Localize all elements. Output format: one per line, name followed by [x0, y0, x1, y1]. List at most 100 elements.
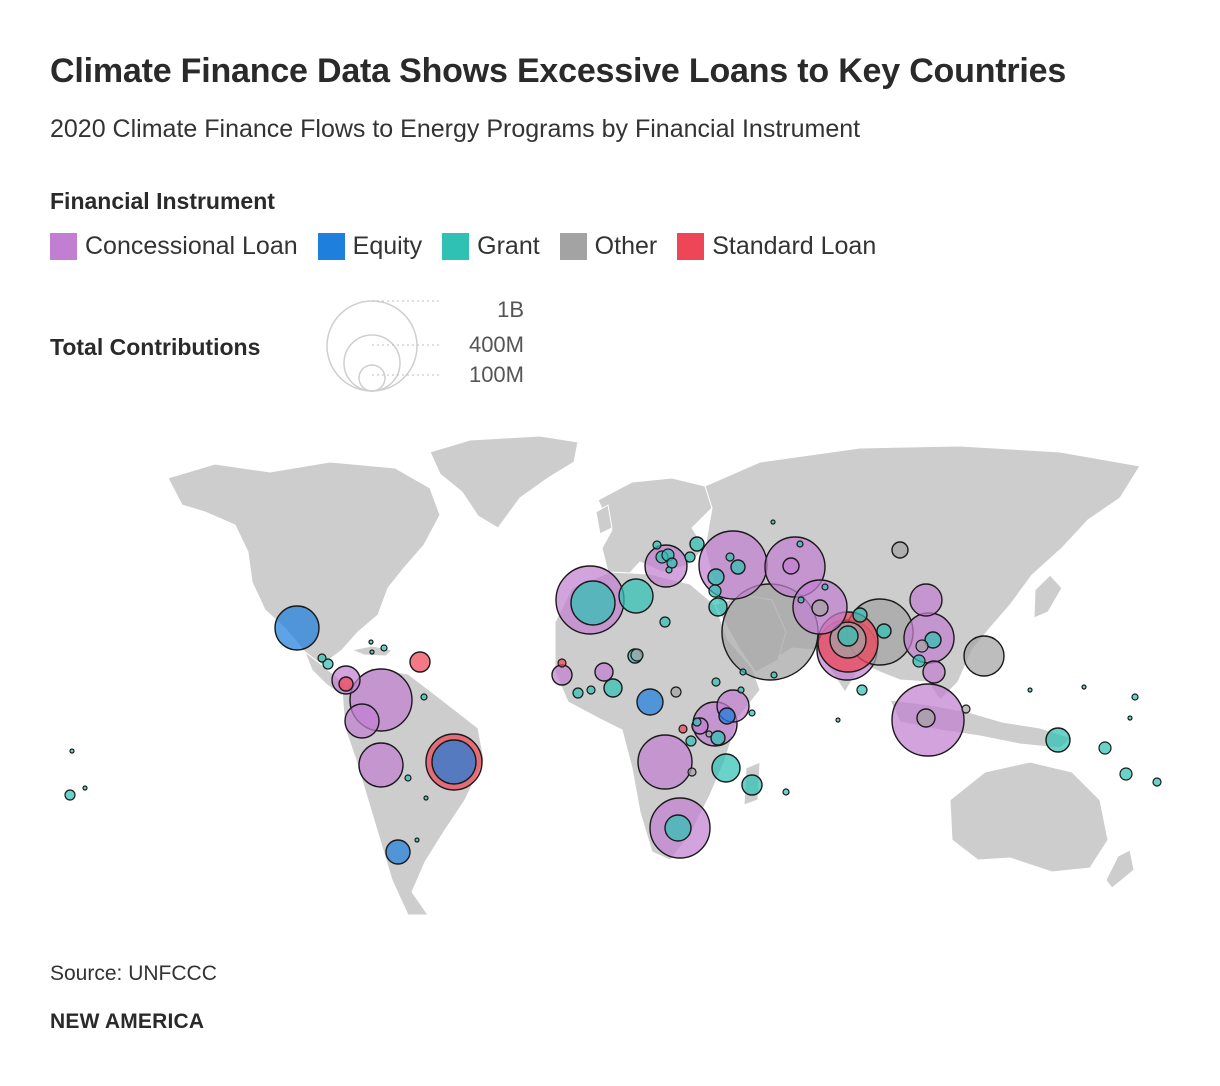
country-bubble	[603, 678, 623, 698]
country-bubble	[1081, 684, 1087, 690]
country-bubble	[551, 664, 573, 686]
country-bubble	[730, 559, 746, 575]
country-bubble	[922, 660, 946, 684]
bubble-layer	[64, 519, 1162, 865]
japan-shape	[1033, 574, 1063, 619]
country-bubble	[963, 635, 1005, 677]
country-bubble	[916, 708, 936, 728]
country-bubble	[618, 578, 654, 614]
country-bubble	[420, 693, 428, 701]
country-bubble	[685, 735, 697, 747]
country-bubble	[1027, 687, 1033, 693]
country-bubble	[876, 623, 892, 639]
country-bubble	[711, 753, 741, 783]
australia-shape	[949, 761, 1109, 873]
country-bubble	[1152, 777, 1162, 787]
country-bubble	[368, 639, 374, 645]
standard-loan-swatch	[677, 233, 705, 260]
country-bubble	[678, 724, 688, 734]
country-bubble	[725, 552, 735, 562]
country-bubble	[718, 707, 736, 725]
country-bubble	[64, 789, 76, 801]
legend-item-concessional-loan: Concessional Loan	[50, 232, 298, 261]
country-bubble	[369, 649, 375, 655]
equity-swatch	[317, 233, 345, 260]
size-circle-400m	[343, 334, 401, 392]
country-bubble	[1119, 767, 1133, 781]
country-bubble	[684, 551, 696, 563]
country-bubble	[670, 686, 682, 698]
country-bubble	[705, 730, 713, 738]
country-bubble	[570, 580, 616, 626]
country-bubble	[710, 730, 726, 746]
country-bubble	[664, 814, 692, 842]
country-bubble	[708, 597, 728, 617]
country-bubble	[652, 540, 662, 550]
legend-item-grant: Grant	[442, 232, 540, 261]
country-bubble	[423, 795, 429, 801]
country-bubble	[414, 837, 420, 843]
size-legend: 1B 400M 100M	[326, 297, 524, 392]
legend-title: Financial Instrument	[50, 188, 275, 214]
legend-item-equity: Equity	[317, 232, 423, 261]
legend-item-standard-loan: Standard Loan	[677, 232, 876, 261]
country-bubble	[811, 599, 829, 617]
country-bubble	[557, 658, 567, 668]
size-label-1b: 1B	[497, 297, 524, 322]
size-circle-100m	[358, 364, 386, 392]
country-bubble	[912, 654, 926, 668]
country-bubble	[915, 639, 929, 653]
legend-label: Grant	[477, 232, 540, 260]
country-bubble	[572, 687, 584, 699]
country-bubble	[344, 703, 380, 739]
country-bubble	[317, 653, 327, 663]
country-bubble	[630, 648, 644, 662]
country-bubble	[665, 566, 673, 574]
greenland-shape	[429, 435, 579, 529]
legend-label: Other	[594, 232, 658, 260]
country-bubble	[1127, 715, 1133, 721]
uk-shape	[595, 504, 613, 535]
country-bubble	[1131, 693, 1139, 701]
concessional-loan-swatch	[50, 233, 77, 260]
country-bubble	[748, 709, 756, 717]
color-legend: Concessional Loan Equity Grant Other Sta…	[50, 232, 876, 261]
country-bubble	[409, 651, 431, 673]
country-bubble	[770, 671, 778, 679]
new-zealand-shape	[1105, 849, 1135, 889]
country-bubble	[852, 607, 868, 623]
size-label-100m: 100M	[469, 362, 524, 387]
country-bubble	[797, 596, 805, 604]
country-bubble	[431, 739, 477, 785]
legend-label: Concessional Loan	[85, 232, 298, 260]
legend-label: Equity	[352, 232, 423, 260]
country-bubble	[741, 774, 763, 796]
country-bubble	[856, 684, 868, 696]
size-legend-title: Total Contributions	[50, 334, 261, 360]
legend-label: Standard Loan	[712, 232, 877, 260]
country-bubble	[689, 536, 705, 552]
world-map	[64, 435, 1162, 916]
europe-shape	[597, 477, 713, 576]
brand-logo: NEW AMERICA	[50, 1010, 205, 1033]
country-bubble	[821, 583, 829, 591]
source-note: Source: UNFCCC	[50, 962, 217, 985]
chart-subtitle: 2020 Climate Finance Flows to Energy Pro…	[50, 115, 861, 143]
country-bubble	[69, 748, 75, 754]
other-swatch	[559, 233, 587, 260]
country-bubble	[835, 717, 841, 723]
country-bubble	[708, 584, 722, 598]
size-circle-1b	[326, 300, 418, 392]
country-bubble	[385, 839, 411, 865]
country-bubble	[770, 519, 776, 525]
country-bubble	[586, 685, 596, 695]
country-bubble	[1098, 741, 1112, 755]
country-bubble	[796, 540, 804, 548]
country-bubble	[322, 658, 334, 670]
country-bubble	[274, 605, 320, 651]
country-bubble	[837, 625, 859, 647]
country-bubble	[358, 742, 404, 788]
country-bubble	[687, 767, 697, 777]
north-america-shape	[167, 461, 441, 666]
country-bubble	[666, 557, 678, 569]
